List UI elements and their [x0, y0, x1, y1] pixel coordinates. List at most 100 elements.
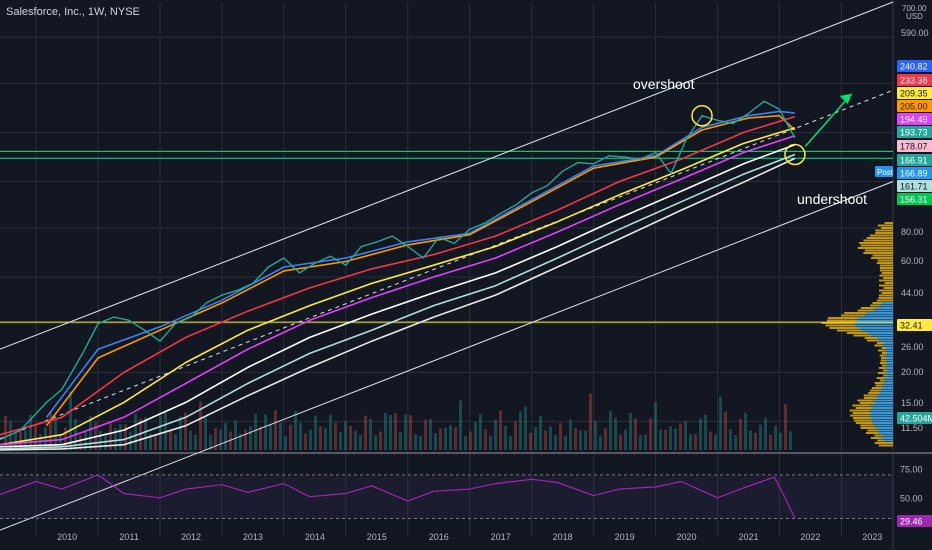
- volume-bar: [719, 396, 722, 450]
- volume-profile-value-area-bar: [878, 429, 893, 432]
- volume-profile-bar: [878, 297, 893, 299]
- volume-bar: [689, 434, 692, 450]
- volume-profile-bar: [863, 252, 893, 254]
- price-label-box: [897, 319, 932, 331]
- volume-bar: [634, 418, 637, 450]
- volume-profile-value-area-bar: [864, 314, 893, 317]
- rsi-band: [0, 474, 893, 519]
- volume-bar: [289, 424, 292, 450]
- volume-profile-bar: [876, 299, 893, 302]
- volume-bar: [764, 417, 767, 450]
- volume-profile-value-area-bar: [884, 342, 893, 344]
- volume-bar: [714, 434, 717, 450]
- volume-bar: [344, 421, 347, 450]
- volume-bar: [769, 434, 772, 450]
- volume-bar: [274, 410, 277, 450]
- volume-profile-value-area-bar: [853, 322, 893, 324]
- volume-bar: [644, 434, 647, 450]
- volume-bar: [454, 427, 457, 450]
- moving-average-line[interactable]: [0, 143, 796, 448]
- volume-bar: [744, 412, 747, 450]
- volume-profile-value-area-bar: [870, 412, 893, 414]
- volume-profile-value-area-bar: [875, 427, 893, 429]
- volume-profile-value-area-bar: [873, 309, 893, 312]
- volume-profile-value-area-bar: [862, 329, 893, 332]
- volume-bar: [564, 435, 567, 450]
- moving-average-line[interactable]: [0, 157, 796, 451]
- volume-bar: [269, 423, 272, 450]
- price-line[interactable]: [0, 100, 796, 441]
- volume-profile-bar: [879, 279, 893, 282]
- volume-bar: [609, 411, 612, 450]
- volume-bar: [439, 428, 442, 450]
- volume-bar: [114, 427, 117, 450]
- volume-bar: [184, 412, 187, 450]
- volume-bar: [509, 435, 512, 450]
- volume-profile-value-area-bar: [884, 349, 893, 352]
- volume-profile-value-area-bar: [877, 397, 893, 399]
- volume-profile-value-area-bar: [867, 332, 893, 334]
- y-tick-label: 15.00: [901, 398, 924, 408]
- time-axis[interactable]: 2010 2011 2012 2013 2014 2015 2016 2017 2018 2019…: [57, 532, 882, 542]
- volume-profile-value-area-bar: [886, 359, 893, 362]
- price-label-box: [897, 154, 932, 166]
- projection-arrow[interactable]: [804, 93, 853, 147]
- volume-bar: [519, 411, 522, 450]
- x-tick-label: 2011: [119, 532, 138, 542]
- volume-bar: [399, 431, 402, 450]
- volume-bar: [429, 419, 432, 450]
- y-tick-label: 60.00: [901, 256, 924, 266]
- volume-bar: [169, 430, 172, 450]
- volume-profile-bar: [880, 269, 893, 272]
- price-label-box: [897, 412, 932, 424]
- volume-profile-bar: [879, 267, 893, 269]
- moving-average-line[interactable]: [45, 110, 795, 418]
- volume-profile-value-area-bar: [884, 377, 893, 379]
- symbol-title[interactable]: Salesforce, Inc., 1W, NYSE: [6, 6, 140, 18]
- moving-average-line[interactable]: [0, 115, 796, 436]
- volume-profile-bar: [881, 227, 893, 229]
- volume-bar: [504, 425, 507, 450]
- rsi-line[interactable]: [0, 474, 796, 519]
- price-series[interactable]: [0, 100, 796, 441]
- volume-profile-value-area-bar: [886, 364, 893, 367]
- volume-bar: [209, 434, 212, 450]
- volume-bar: [674, 428, 677, 450]
- trend-line[interactable]: [0, 181, 894, 531]
- volume-bar: [589, 393, 592, 450]
- volume-bar: [79, 435, 82, 450]
- volume-bar: [724, 411, 727, 450]
- volume-bar: [134, 413, 137, 450]
- price-label-box: [897, 167, 932, 179]
- moving-average-line[interactable]: [0, 134, 796, 446]
- volume-bar: [444, 427, 447, 450]
- volume-bar: [179, 416, 182, 450]
- rsi-tick-label: 75.00: [900, 465, 923, 475]
- moving-average-line[interactable]: [0, 153, 796, 450]
- rsi-pane[interactable]: [0, 474, 893, 520]
- volume-profile-bar: [859, 242, 893, 244]
- volume-bar: [774, 425, 777, 450]
- x-tick-label: 2020: [677, 532, 697, 542]
- volume-bar: [549, 426, 552, 450]
- volume-bar: [754, 432, 757, 450]
- volume-bar: [69, 391, 72, 450]
- volume-profile-value-area-bar: [881, 387, 893, 389]
- undershoot-circle: [784, 143, 806, 166]
- volume-bar: [494, 419, 497, 450]
- volume-profile-value-area-bar: [874, 424, 893, 427]
- annotation-marks: [691, 93, 853, 166]
- volume-bar: [619, 434, 622, 450]
- projection-arrowhead: [839, 93, 852, 104]
- post-market-label: Post: [877, 168, 894, 177]
- volume-bar: [474, 422, 477, 450]
- post-market-badge[interactable]: [875, 166, 893, 177]
- volume-bar: [499, 410, 502, 450]
- y-tick-label: 700.00: [902, 4, 927, 13]
- volume-bar: [629, 412, 632, 450]
- volume-bar: [9, 421, 12, 450]
- trend-line[interactable]: [0, 1, 894, 350]
- volume-bar: [109, 423, 112, 450]
